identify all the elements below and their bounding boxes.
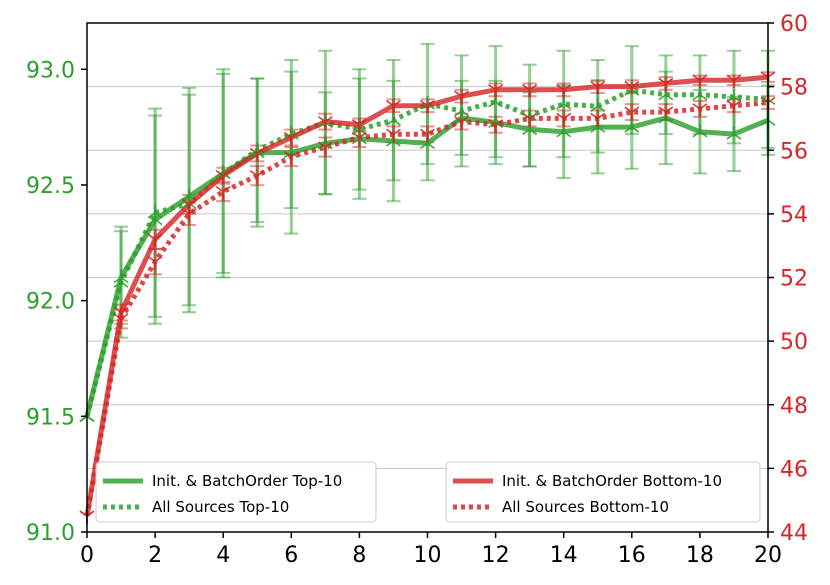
y-right-tick-label: 48 bbox=[780, 394, 808, 419]
data-point bbox=[351, 131, 367, 146]
data-point bbox=[317, 141, 333, 156]
data-point bbox=[658, 106, 674, 121]
data-point bbox=[113, 274, 129, 288]
data-point bbox=[726, 126, 742, 140]
legend-right-box bbox=[445, 461, 761, 523]
x-tick-label: 2 bbox=[148, 543, 162, 568]
data-point bbox=[181, 198, 197, 213]
data-point bbox=[317, 135, 333, 149]
y-left-tick-label: 92.5 bbox=[26, 174, 75, 199]
data-point bbox=[692, 123, 708, 138]
data-point bbox=[624, 80, 640, 95]
data-point bbox=[522, 107, 538, 122]
x-tick-label: 14 bbox=[550, 543, 578, 568]
data-point bbox=[317, 115, 333, 130]
legend-left: Init. & BatchOrder Top-10 All Sources To… bbox=[95, 461, 377, 523]
y-right-tick-label: 50 bbox=[780, 330, 808, 355]
data-point bbox=[522, 84, 538, 98]
y-right-tick-label: 58 bbox=[780, 76, 808, 101]
legend-entry-init-bottom10: Init. & BatchOrder Bottom-10 bbox=[453, 472, 722, 490]
x-tick-label: 0 bbox=[80, 543, 94, 568]
data-point bbox=[726, 74, 742, 89]
data-point bbox=[454, 102, 470, 117]
legend-entry-all-top10: All Sources Top-10 bbox=[103, 498, 289, 516]
y-right-tick-label: 56 bbox=[780, 139, 808, 164]
legend-right: Init. & BatchOrder Bottom-10 All Sources… bbox=[445, 461, 761, 523]
data-point bbox=[556, 84, 572, 98]
series-markers bbox=[79, 71, 776, 525]
y-left-tick-label: 91.0 bbox=[26, 521, 75, 546]
data-point bbox=[385, 100, 401, 114]
data-point bbox=[488, 119, 504, 133]
data-point bbox=[351, 119, 367, 133]
data-point bbox=[147, 255, 163, 270]
legend-label-all-top10: All Sources Top-10 bbox=[152, 498, 289, 516]
data-point bbox=[454, 115, 470, 130]
y-axis-right: 44 46 48 50 52 54 56 58 60 bbox=[768, 12, 808, 546]
legend-label-all-bottom10: All Sources Bottom-10 bbox=[502, 498, 669, 516]
data-point bbox=[488, 84, 504, 98]
data-point bbox=[692, 103, 708, 117]
data-point bbox=[556, 112, 572, 127]
y-right-tick-label: 46 bbox=[780, 457, 808, 482]
data-point bbox=[147, 233, 163, 248]
x-tick-label: 6 bbox=[284, 543, 298, 568]
y-left-tick-label: 92.0 bbox=[26, 290, 75, 315]
data-point bbox=[215, 185, 231, 200]
data-point bbox=[283, 131, 299, 146]
legend-left-box bbox=[95, 461, 377, 523]
y-right-tick-label: 44 bbox=[780, 521, 808, 546]
x-tick-label: 16 bbox=[618, 543, 646, 568]
series-line bbox=[84, 100, 769, 517]
data-point bbox=[522, 112, 538, 127]
data-point bbox=[420, 128, 435, 143]
data-point bbox=[283, 150, 299, 165]
data-point bbox=[692, 74, 708, 89]
data-point bbox=[658, 77, 674, 92]
y-right-tick-label: 54 bbox=[780, 203, 808, 228]
data-point bbox=[385, 128, 401, 143]
x-tick-label: 12 bbox=[482, 543, 510, 568]
data-point bbox=[249, 147, 265, 162]
x-tick-label: 18 bbox=[686, 543, 714, 568]
y-left-tick-label: 93.0 bbox=[26, 58, 75, 83]
data-point bbox=[113, 313, 129, 327]
x-tick-label: 20 bbox=[754, 543, 782, 568]
legend-entry-all-bottom10: All Sources Bottom-10 bbox=[453, 498, 669, 516]
data-point bbox=[215, 170, 231, 184]
data-point bbox=[147, 204, 163, 219]
data-point bbox=[249, 170, 265, 184]
data-point bbox=[283, 126, 299, 140]
y-right-tick-label: 52 bbox=[780, 267, 808, 292]
data-point bbox=[249, 142, 265, 156]
y-left-tick-label: 91.5 bbox=[26, 405, 75, 430]
data-point bbox=[590, 98, 606, 112]
data-point bbox=[624, 119, 640, 133]
data-point bbox=[624, 106, 640, 121]
x-axis: 0 2 4 6 8 10 12 14 16 18 20 bbox=[80, 532, 782, 568]
legend-label-init-bottom10: Init. & BatchOrder Bottom-10 bbox=[502, 472, 722, 490]
error-bars bbox=[114, 42, 775, 339]
data-point bbox=[420, 100, 435, 114]
x-tick-label: 4 bbox=[216, 543, 230, 568]
legend-label-init-top10: Init. & BatchOrder Top-10 bbox=[152, 472, 342, 490]
y-axis-left: 91.0 91.5 92.0 92.5 93.0 bbox=[26, 58, 87, 546]
y-right-tick-label: 60 bbox=[780, 12, 808, 37]
x-tick-label: 8 bbox=[352, 543, 366, 568]
legend-entry-init-top10: Init. & BatchOrder Top-10 bbox=[103, 472, 342, 490]
data-point bbox=[590, 80, 606, 95]
x-tick-label: 10 bbox=[414, 543, 442, 568]
data-point bbox=[181, 208, 197, 222]
data-point bbox=[454, 90, 470, 105]
data-point bbox=[590, 112, 606, 127]
data-point bbox=[726, 100, 742, 114]
